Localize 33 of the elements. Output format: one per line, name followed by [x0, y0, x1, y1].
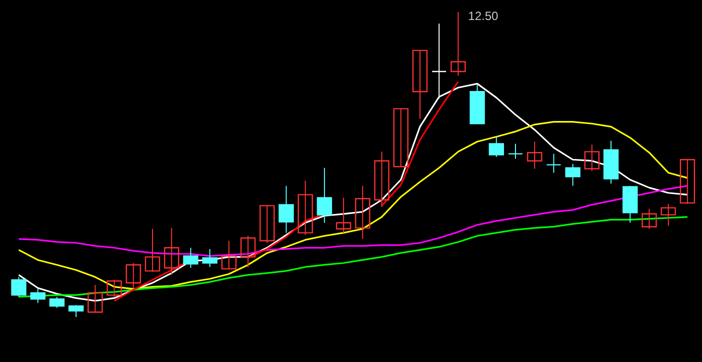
- candlestick: [202, 248, 218, 268]
- candlestick: [527, 141, 542, 170]
- candlestick: [642, 208, 657, 230]
- candlestick: [355, 185, 370, 240]
- candlestick: [374, 151, 390, 208]
- candlestick: [508, 143, 524, 160]
- candlestick: [546, 153, 562, 174]
- candlestick: [221, 240, 237, 270]
- candlestick: [412, 50, 428, 120]
- candlestick: [298, 180, 313, 236]
- candlestick: [183, 247, 198, 268]
- candlestick: [68, 304, 84, 318]
- candlestick: [106, 279, 122, 298]
- candlestick: [240, 235, 256, 268]
- candlestick: [336, 197, 352, 234]
- candlestick: [565, 163, 580, 186]
- candlestick: [11, 276, 26, 298]
- candlestick: [260, 205, 275, 244]
- candlestick: [164, 227, 180, 276]
- candlestick: [278, 185, 294, 234]
- candlestick: [88, 284, 103, 313]
- candlestick: [30, 288, 46, 304]
- candlestick: [488, 136, 504, 158]
- candlestick: [393, 108, 408, 168]
- candlestick: [126, 262, 141, 290]
- candlestick: [584, 144, 600, 172]
- candlestick: [450, 12, 466, 76]
- candlestick: [660, 203, 676, 226]
- candlestick: [316, 167, 332, 224]
- candlestick: [680, 159, 696, 204]
- annotation: 12.50: [468, 9, 499, 23]
- candlestick: [144, 228, 160, 272]
- candlestick: [49, 296, 65, 308]
